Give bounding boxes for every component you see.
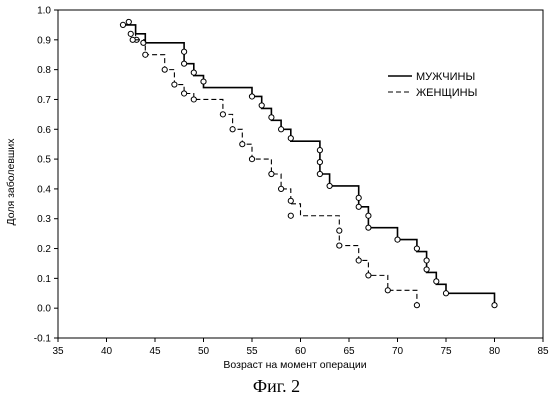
plot-frame [57, 9, 544, 339]
data-point-marker [316, 158, 323, 166]
data-point-marker [161, 66, 168, 73]
series-line [125, 24, 496, 306]
plot-axes [57, 9, 544, 339]
data-point-marker [413, 302, 420, 309]
data-point-marker [491, 302, 498, 309]
data-point-marker [365, 212, 372, 219]
x-tick-label: 55 [246, 346, 258, 357]
data-point-marker [365, 224, 372, 231]
data-point-marker [355, 203, 362, 210]
y-tick-label: 0.2 [37, 244, 51, 255]
series-women [119, 21, 420, 309]
x-tick-label: 80 [489, 346, 501, 357]
y-tick-label: 0.1 [37, 274, 51, 285]
data-point-marker [316, 147, 323, 154]
legend-label: ЖЕНЩИНЫ [416, 87, 477, 99]
data-point-marker [181, 90, 188, 97]
data-point-marker [239, 141, 246, 148]
data-point-marker [423, 257, 430, 264]
data-point-marker [384, 287, 391, 294]
data-point-marker [442, 290, 450, 297]
y-tick-label: 0.3 [37, 214, 51, 225]
data-point-marker [190, 69, 197, 76]
y-tick-label: 0.6 [37, 125, 51, 136]
data-point-marker [287, 197, 294, 204]
data-point-marker [336, 242, 343, 249]
x-tick-label: 85 [537, 346, 549, 357]
data-point-marker [219, 111, 226, 118]
x-axis-title: Возраст на момент операции [223, 359, 366, 371]
data-point-marker [365, 272, 372, 279]
x-tick-label: 60 [295, 346, 307, 357]
data-point-marker [336, 227, 343, 234]
y-tick-label: 0.4 [37, 184, 51, 195]
x-tick-label: 70 [392, 346, 404, 357]
axis-ticks: 35 40 45 50 55 60 65 70 75 80 85 -0.1 0.0 0.1 0.2 0.3 0.… [34, 6, 549, 358]
y-axis-title: Доля заболевших [5, 138, 17, 226]
x-tick-label: 40 [101, 346, 113, 357]
x-tick-label: 50 [198, 346, 210, 357]
data-point-marker [423, 266, 430, 273]
y-tick-label: 0.0 [37, 304, 51, 315]
data-point-marker [119, 21, 127, 29]
legend: МУЖЧИНЫ ЖЕНЩИНЫ [388, 71, 477, 99]
data-point-marker [355, 194, 362, 201]
y-tick-label: 0.9 [37, 35, 51, 46]
series-layer [119, 18, 498, 309]
series-line [125, 24, 418, 306]
data-point-marker [355, 257, 362, 264]
series-men [125, 18, 498, 309]
data-point-marker [316, 170, 323, 178]
y-tick-label: 0.7 [37, 95, 51, 106]
data-point-marker [258, 102, 265, 109]
data-point-marker [287, 135, 294, 142]
data-point-marker [287, 212, 294, 219]
x-tick-label: 65 [343, 346, 355, 357]
data-point-marker [171, 81, 178, 88]
data-point-marker [326, 182, 333, 190]
y-tick-label: 0.5 [37, 155, 51, 166]
y-tick-label: 1.0 [37, 6, 51, 17]
data-point-marker [127, 30, 134, 37]
x-tick-label: 45 [149, 346, 161, 357]
figure-caption: Фиг. 2 [252, 376, 301, 396]
x-tick-label: 75 [440, 346, 452, 357]
data-point-marker [200, 78, 207, 85]
data-point-marker [268, 114, 275, 121]
x-tick-label: 35 [52, 346, 64, 357]
data-point-marker [125, 18, 132, 26]
data-point-marker [413, 245, 420, 252]
data-point-marker [278, 185, 285, 193]
y-tick-label: -0.1 [34, 334, 52, 345]
data-point-marker [142, 51, 149, 58]
data-point-marker [181, 48, 188, 55]
data-point-marker [229, 126, 236, 133]
data-point-marker [268, 170, 275, 178]
data-point-marker [433, 278, 440, 285]
data-point-marker [129, 36, 136, 43]
y-tick-label: 0.8 [37, 65, 51, 76]
data-point-marker [248, 93, 256, 100]
legend-label: МУЖЧИНЫ [416, 71, 475, 83]
data-point-marker [248, 155, 256, 163]
data-point-marker [278, 126, 285, 133]
data-point-marker [181, 60, 188, 67]
data-point-marker [190, 96, 197, 103]
data-point-marker [394, 236, 401, 243]
